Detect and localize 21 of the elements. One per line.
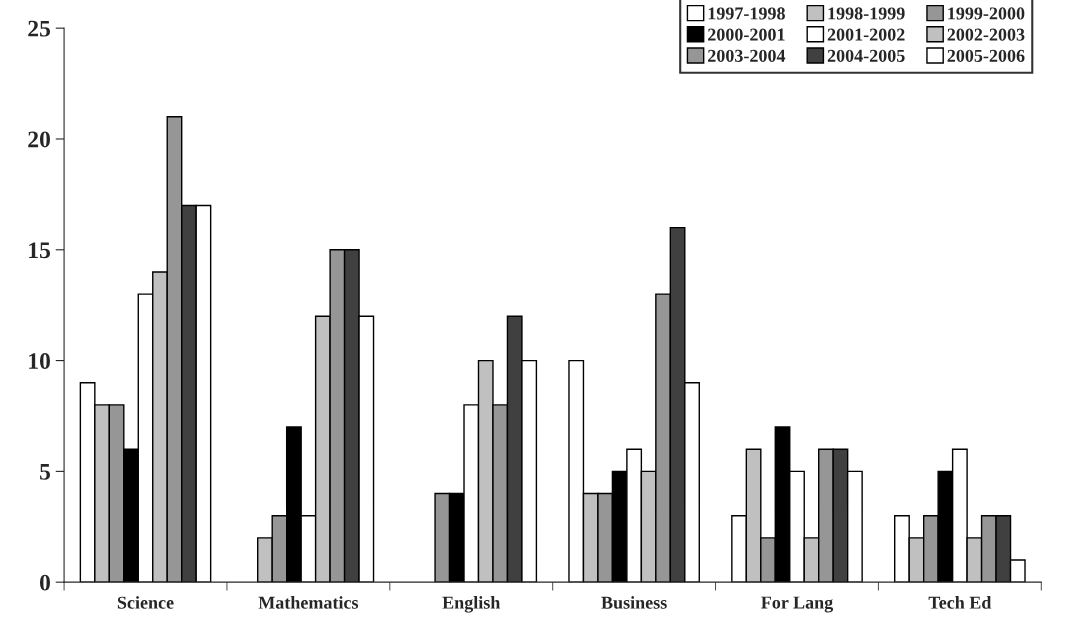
y-tick-label: 0 [39,574,50,591]
x-tick-label: Tech Ed [928,596,992,609]
legend-label: 2001-2002 [827,28,905,41]
legend-label: 1997-1998 [708,7,785,20]
y-tick-label: 5 [40,464,51,480]
x-tick-label: Mathematics [258,596,359,609]
legend-label: 2004-2005 [827,49,905,62]
legend-label: 2002-2003 [947,28,1025,41]
legend-label: 2005-2006 [947,49,1025,62]
x-tick-label: Science [117,596,174,609]
y-tick-label: 20 [28,131,50,148]
legend-label: 1999-2000 [948,7,1025,20]
y-tick-label: 25 [28,20,51,37]
x-tick-label: English [442,596,501,613]
x-tick-label: Business [601,596,667,609]
y-tick-label: 10 [29,353,50,369]
legend-label: 2003-2004 [708,49,786,62]
legend-label: 2000-2001 [708,28,785,41]
x-tick-label: For Lang [761,596,834,613]
y-tick-label: 15 [29,242,51,259]
legend-label: 1998-1999 [828,7,905,20]
